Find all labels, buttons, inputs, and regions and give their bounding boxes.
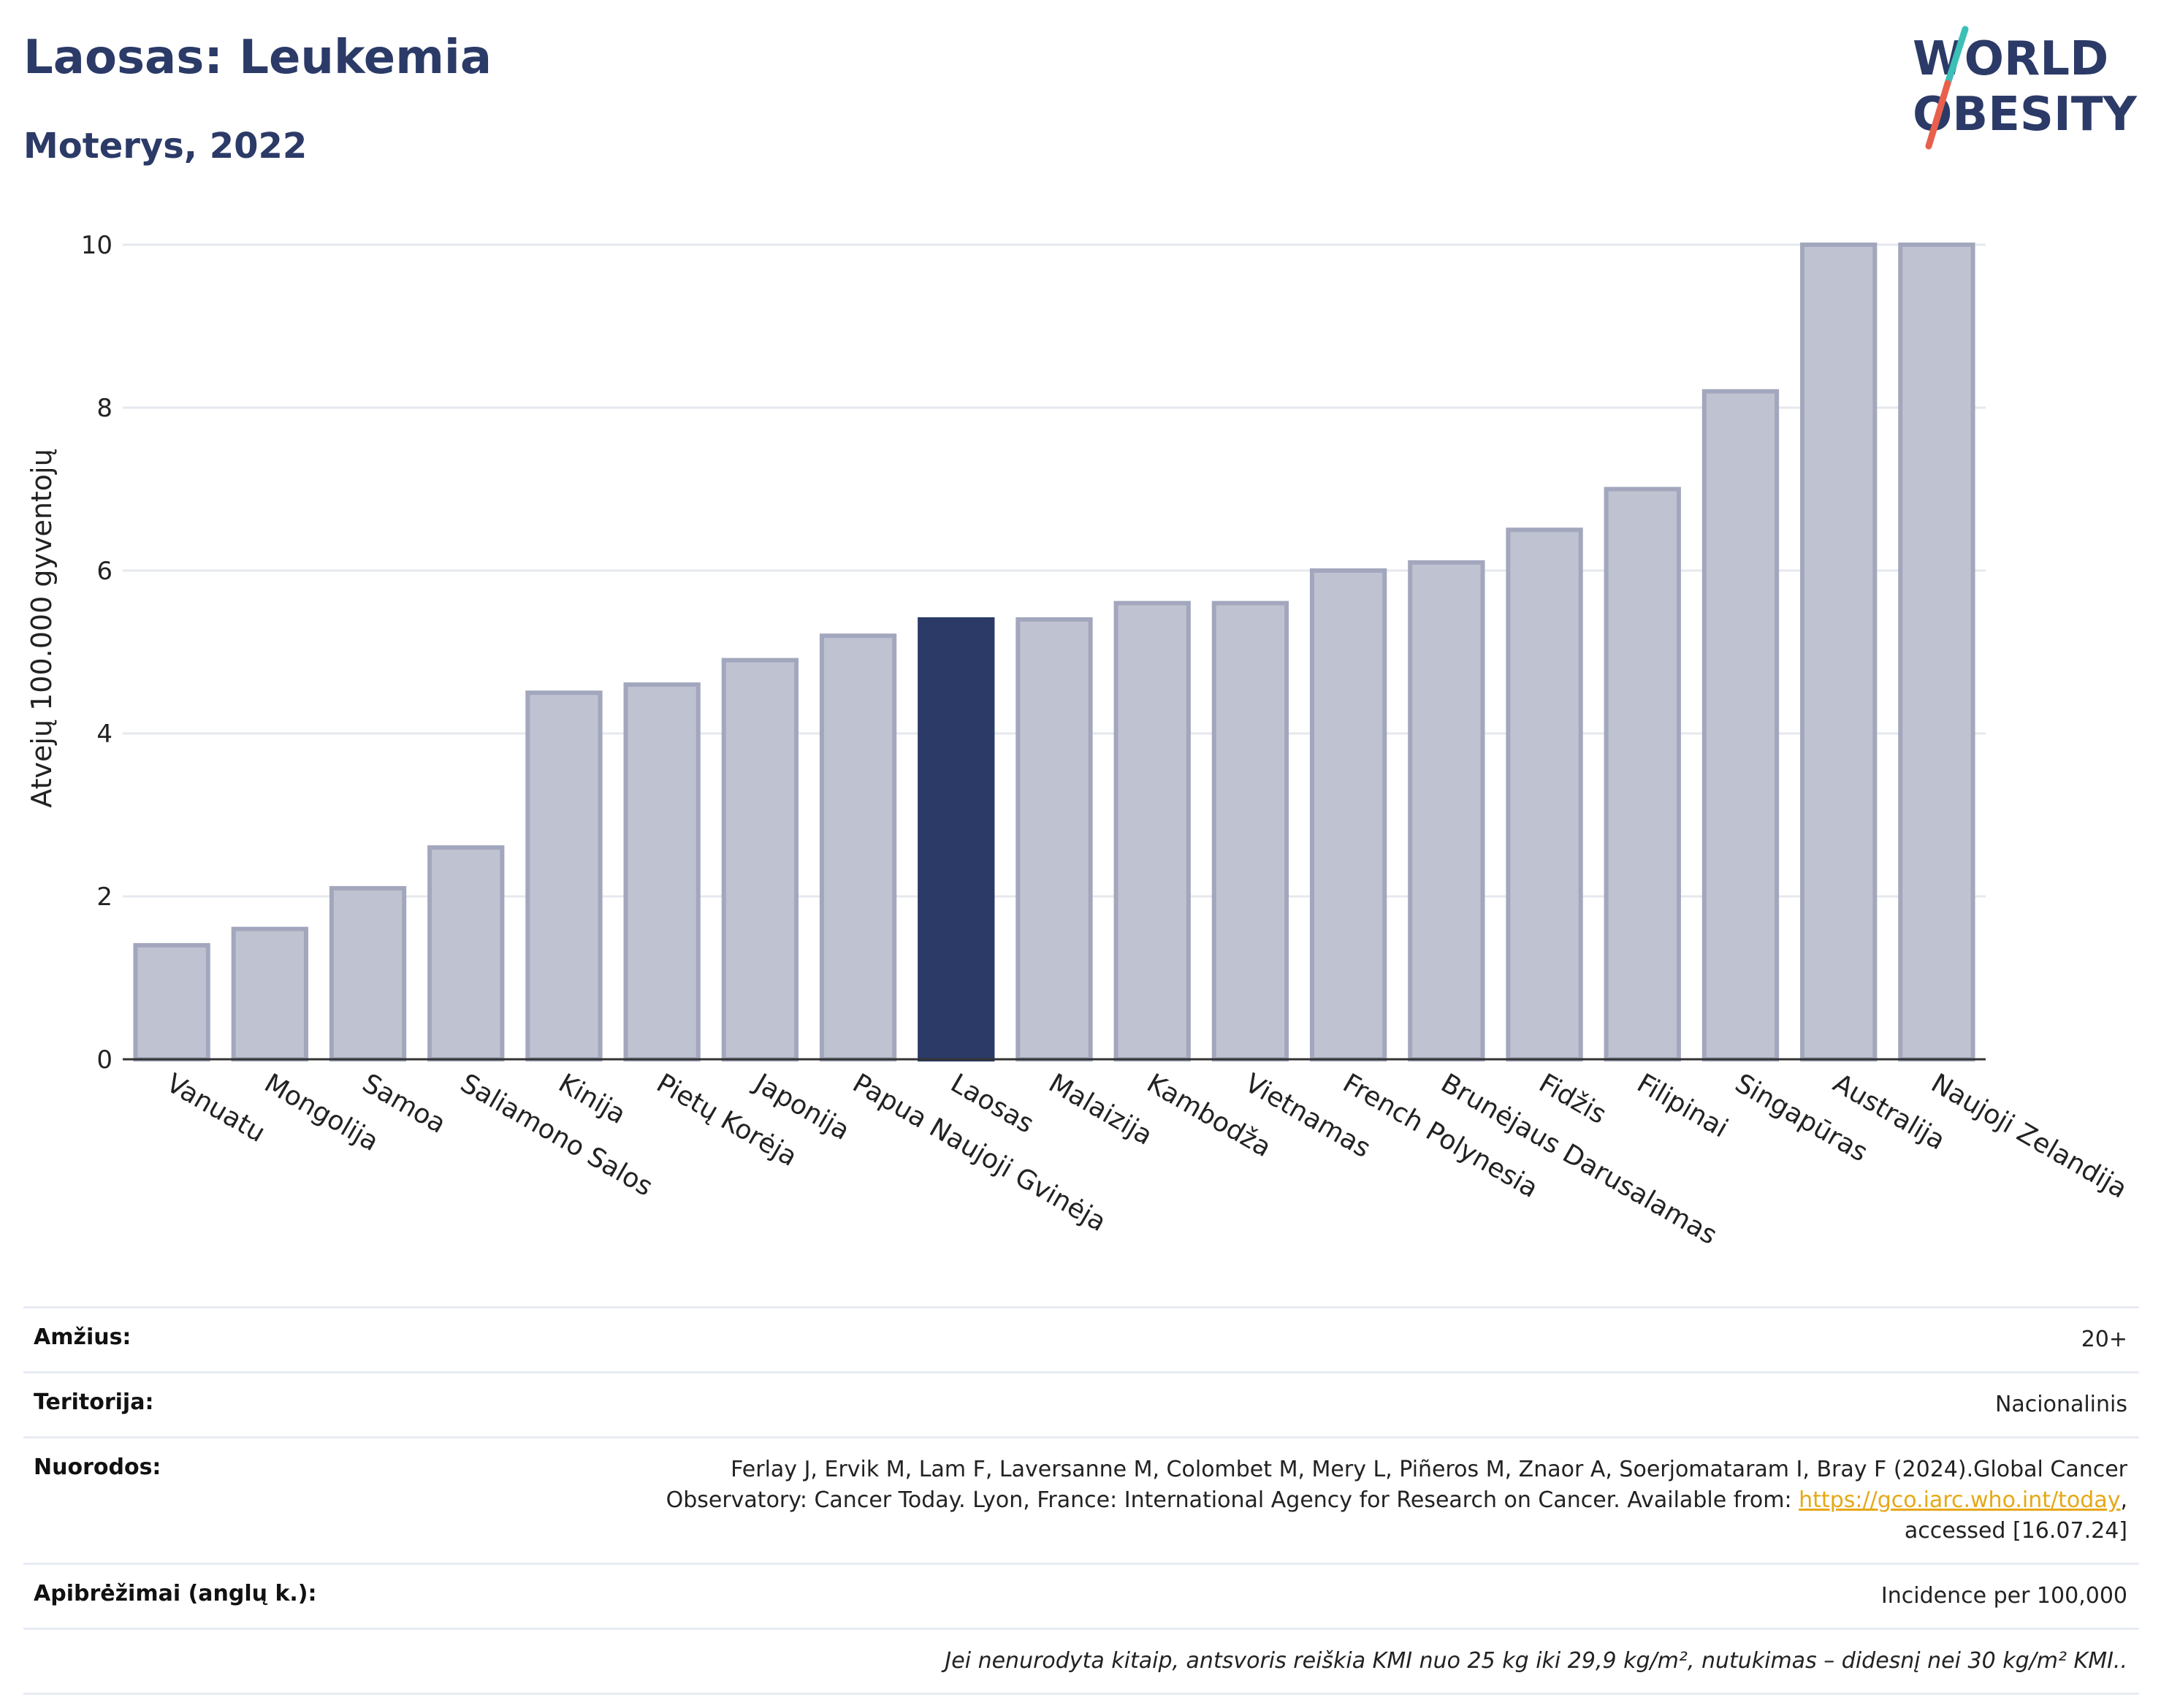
bar — [231, 926, 308, 1061]
info-row-age: Amžius: 20+ — [23, 1306, 2139, 1371]
definitions-value: Incidence per 100,000 — [1880, 1583, 2127, 1609]
info-row-note: Jei nenurodyta kitaip, antsvoris reiškia… — [23, 1628, 2139, 1695]
x-tick-label: Naujoji Zelandija — [1926, 1068, 2132, 1204]
x-tick-label: Malaizija — [1044, 1068, 1158, 1151]
y-tick-label: 10 — [81, 231, 113, 260]
x-tick-label: Vanuatu — [161, 1068, 270, 1148]
bar-highlight — [918, 617, 995, 1061]
y-tick-label: 8 — [96, 394, 113, 423]
bar — [427, 845, 505, 1061]
logo-line-1: WORLD — [1913, 32, 2108, 86]
bar — [1408, 560, 1485, 1062]
references-text-4: accessed [16.07.24] — [1904, 1518, 2127, 1544]
world-obesity-logo: WORLD OBESITY — [1913, 26, 2137, 150]
bar-layer — [133, 243, 1975, 1062]
bar — [1800, 243, 1878, 1061]
references-text-1: Ferlay J, Ervik M, Lam F, Laversanne M, … — [731, 1457, 2127, 1482]
bar — [1898, 243, 1975, 1061]
info-row-references: Nuorodos: Ferlay J, Ervik M, Lam F, Lave… — [23, 1436, 2139, 1563]
y-tick-label: 0 — [96, 1045, 113, 1075]
age-label: Amžius: — [34, 1324, 132, 1350]
definitions-label: Apibrėžimai (anglų k.): — [34, 1581, 317, 1606]
page-title: Laosas: Leukemia — [23, 31, 492, 85]
logo-teal-slash — [1944, 26, 1969, 87]
territory-value: Nacionalinis — [1994, 1392, 2127, 1417]
footnote: Jei nenurodyta kitaip, antsvoris reiškia… — [945, 1648, 2127, 1674]
references-label: Nuorodos: — [34, 1455, 161, 1480]
bar — [819, 633, 897, 1061]
bar — [1701, 389, 1780, 1061]
bar — [1506, 527, 1583, 1061]
references-text-3: , — [2120, 1487, 2127, 1513]
references-text-2: Observatory: Cancer Today. Lyon, France:… — [666, 1487, 1799, 1513]
bar — [1211, 601, 1289, 1061]
y-tick-label: 2 — [96, 882, 113, 912]
x-tick-label: Filipinai — [1632, 1068, 1733, 1143]
info-row-territory: Teritorija: Nacionalinis — [23, 1371, 2139, 1436]
bar — [1015, 617, 1093, 1061]
info-row-definitions: Apibrėžimai (anglų k.): Incidence per 10… — [23, 1563, 2139, 1628]
x-tick-label: Kinija — [553, 1068, 630, 1130]
logo-red-slash — [1925, 80, 1951, 150]
y-tick-label: 6 — [96, 557, 113, 586]
bar — [329, 885, 407, 1061]
logo-line-2: OBESITY — [1913, 88, 2137, 142]
y-axis-title: Atvejų 100.000 gyventojų — [26, 449, 58, 807]
bar — [133, 942, 210, 1062]
bar — [1113, 601, 1191, 1061]
x-tick-label: Fidžis — [1534, 1068, 1612, 1130]
age-value: 20+ — [2081, 1327, 2127, 1352]
bar — [1604, 487, 1681, 1061]
bar — [721, 657, 799, 1061]
y-tick-label: 4 — [96, 720, 113, 749]
page-subtitle: Moterys, 2022 — [23, 126, 308, 167]
references-link[interactable]: https://gco.iarc.who.int/today — [1799, 1487, 2121, 1513]
references-value: Ferlay J, Ervik M, Lam F, Laversanne M, … — [666, 1455, 2127, 1547]
info-table: Amžius: 20+ Teritorija: Nacionalinis Nuo… — [23, 1306, 2139, 1695]
bar — [623, 682, 701, 1061]
bar — [1309, 568, 1387, 1061]
bar — [525, 690, 603, 1061]
territory-label: Teritorija: — [34, 1389, 154, 1415]
